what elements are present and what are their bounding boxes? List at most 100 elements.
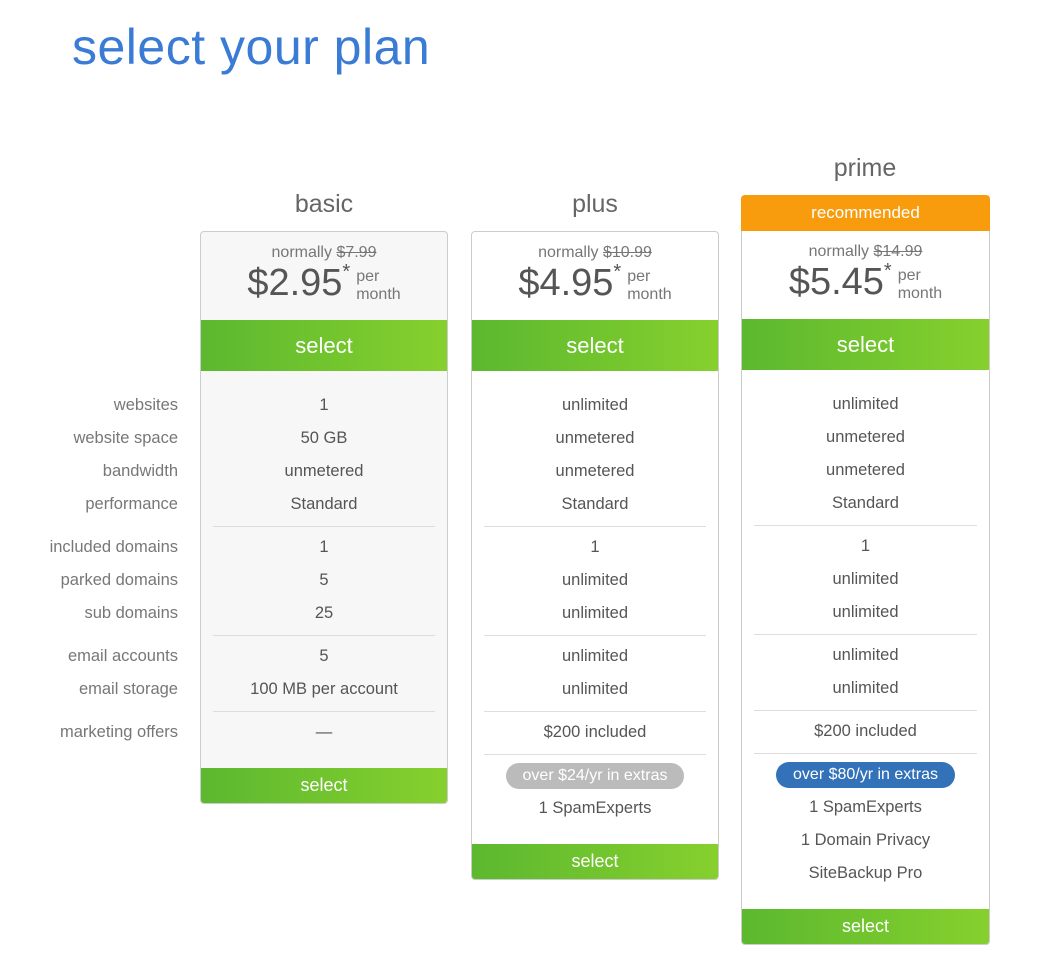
price-amount: $5.45 <box>788 261 884 303</box>
feature-value: unmetered <box>826 461 905 479</box>
normally-price: normally $10.99 <box>472 244 718 262</box>
feature-list: 1 50 GB unmetered Standard 1 5 25 5 100 MB per a… <box>201 371 447 768</box>
divider <box>742 748 989 758</box>
extras-badge: over $80/yr in extras <box>776 762 955 788</box>
price-amount: $2.95 <box>247 262 343 304</box>
feature-label: included domains <box>49 538 178 556</box>
select-button-top[interactable]: select <box>472 320 718 371</box>
divider <box>0 521 178 531</box>
old-price: $14.99 <box>873 243 923 260</box>
feature-value: 25 <box>314 604 334 622</box>
per-month: per month <box>356 268 400 304</box>
per: per <box>356 268 380 285</box>
plan-name-plus: plus <box>572 190 618 218</box>
plan-name-basic: basic <box>294 190 354 218</box>
extra-item: SiteBackup Pro <box>808 864 923 882</box>
select-button-bottom[interactable]: select <box>742 909 989 944</box>
month: month <box>356 286 401 303</box>
per-month: per month <box>898 267 942 303</box>
divider <box>742 705 989 715</box>
per-month: per month <box>627 268 671 304</box>
feature-label: performance <box>85 495 178 513</box>
price: $4.95 * per month <box>472 262 718 304</box>
asterisk: * <box>883 260 892 282</box>
feature-value: unlimited <box>832 395 899 413</box>
feature-value: unlimited <box>832 646 899 664</box>
extras-badge-row: over $80/yr in extras <box>742 758 989 791</box>
divider <box>472 521 718 531</box>
feature-value: unmetered <box>284 462 364 480</box>
extra-item: 1 Domain Privacy <box>800 831 931 849</box>
feature-value: 50 GB <box>300 429 348 447</box>
month: month <box>897 285 943 302</box>
feature-value: unlimited <box>561 680 629 698</box>
feature-value: 1 <box>860 537 871 555</box>
feature-value: unmetered <box>555 429 635 447</box>
normally-label: normally <box>271 244 332 261</box>
feature-value: 5 <box>319 571 329 589</box>
price: $5.45 * per month <box>742 261 989 303</box>
price-header: normally $10.99 $4.95 * per month <box>472 232 718 320</box>
feature-labels: websites website space bandwidth performanc… <box>0 371 178 749</box>
feature-label: sub domains <box>84 604 178 622</box>
feature-label: websites <box>113 396 178 414</box>
select-button-bottom[interactable]: select <box>472 844 718 879</box>
feature-value: $200 included <box>543 723 647 741</box>
extras-badge: over $24/yr in extras <box>505 763 685 789</box>
feature-value: unmetered <box>826 428 905 446</box>
extra-item: 1 SpamExperts <box>809 798 922 816</box>
divider <box>201 521 447 531</box>
extra-item: 1 SpamExperts <box>538 799 652 817</box>
divider <box>0 630 178 640</box>
divider <box>472 749 718 759</box>
feature-label: parked domains <box>60 571 178 589</box>
month: month <box>627 286 672 303</box>
old-price: $10.99 <box>602 244 652 261</box>
select-button-top[interactable]: select <box>201 320 447 371</box>
page-title: select your plan <box>72 19 431 75</box>
divider <box>201 706 447 716</box>
feature-value: 1 <box>319 538 329 556</box>
feature-label: email accounts <box>67 647 178 665</box>
feature-value: unlimited <box>832 570 899 588</box>
select-button-top[interactable]: select <box>742 319 989 370</box>
feature-value: — <box>315 723 333 741</box>
feature-value: $200 included <box>814 722 917 740</box>
recommended-banner: recommended <box>741 195 990 231</box>
feature-value: 100 MB per account <box>250 680 398 698</box>
normally-price: normally $14.99 <box>742 243 989 261</box>
old-price: $7.99 <box>336 244 377 261</box>
price-header: normally $7.99 $2.95 * per month <box>201 232 447 320</box>
feature-value: unlimited <box>561 647 629 665</box>
feature-value: unlimited <box>561 571 629 589</box>
divider <box>0 706 178 716</box>
price: $2.95 * per month <box>201 262 447 304</box>
feature-value: 1 <box>319 396 329 414</box>
plan-card-prime: normally $14.99 $5.45 * per month select unlim… <box>741 231 990 945</box>
per: per <box>897 267 921 284</box>
asterisk: * <box>613 261 622 283</box>
feature-label: website space <box>73 429 178 447</box>
price-header: normally $14.99 $5.45 * per month <box>742 231 989 319</box>
divider <box>742 629 989 639</box>
feature-label: marketing offers <box>60 723 178 741</box>
normally-price: normally $7.99 <box>201 244 447 262</box>
plan-card-basic: normally $7.99 $2.95 * per month select 1 50 GB… <box>200 231 448 804</box>
feature-value: 5 <box>319 647 329 665</box>
asterisk: * <box>342 261 351 283</box>
feature-value: 1 <box>590 538 600 556</box>
feature-value: Standard <box>832 494 899 512</box>
divider <box>472 706 718 716</box>
feature-value: unlimited <box>561 396 629 414</box>
price-amount: $4.95 <box>518 262 614 304</box>
divider <box>472 630 718 640</box>
feature-label: email storage <box>78 680 178 698</box>
feature-value: unlimited <box>832 603 899 621</box>
feature-value: unlimited <box>561 604 629 622</box>
select-button-bottom[interactable]: select <box>201 768 447 803</box>
feature-value: Standard <box>561 495 629 513</box>
feature-label: bandwidth <box>102 462 178 480</box>
feature-value: unmetered <box>555 462 635 480</box>
per: per <box>627 268 651 285</box>
plan-card-plus: normally $10.99 $4.95 * per month select unlim… <box>471 231 719 880</box>
